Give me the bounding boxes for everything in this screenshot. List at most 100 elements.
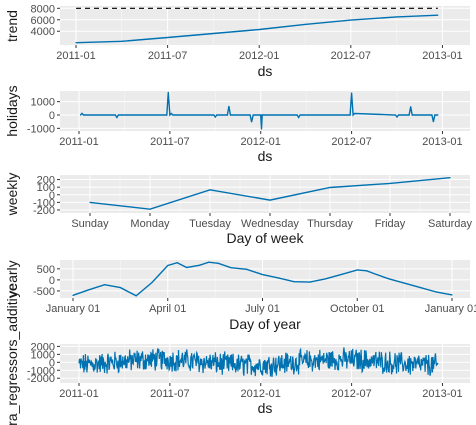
data-point xyxy=(88,289,90,291)
panel-weekly-grid xyxy=(60,175,470,213)
x-tick-label: 2012-07 xyxy=(331,136,371,148)
data-point xyxy=(394,114,397,116)
data-point xyxy=(167,91,169,93)
data-point xyxy=(388,278,390,280)
data-point xyxy=(103,284,106,286)
data-point xyxy=(117,114,119,116)
data-point xyxy=(408,114,410,116)
data-point xyxy=(340,273,343,275)
data-point xyxy=(451,294,453,296)
data-point xyxy=(449,177,451,179)
y-tick-label: 0 xyxy=(49,357,55,369)
data-point xyxy=(75,42,77,44)
data-point xyxy=(366,270,368,272)
y-tick-label: -100 xyxy=(33,197,55,209)
y-tick-label: -500 xyxy=(33,286,55,298)
data-point xyxy=(299,114,301,116)
data-point xyxy=(81,112,83,114)
data-point xyxy=(79,114,82,116)
data-point xyxy=(431,114,433,116)
data-point xyxy=(89,201,91,203)
data-point xyxy=(176,262,178,264)
data-point xyxy=(151,281,153,284)
y-tick-label: -200 xyxy=(33,205,55,217)
trend-y-axis-label: trend xyxy=(4,10,20,42)
x-tick-label: 2012-01 xyxy=(241,136,281,148)
panel-yearly-background xyxy=(60,260,470,298)
data-point xyxy=(170,112,172,115)
panel-weekly-background xyxy=(60,175,470,213)
data-point xyxy=(397,114,400,116)
x-tick-label: Wednesday xyxy=(241,218,299,230)
data-point xyxy=(354,112,356,115)
extra-regressors-y-axis-label: extra_regressors_additive xyxy=(4,283,20,425)
data-point xyxy=(249,114,251,116)
extra-regressors-x-axis-label: ds xyxy=(258,400,273,416)
y-tick-label: 0 xyxy=(49,110,55,122)
holidays-x-axis-label: ds xyxy=(258,148,273,164)
data-point xyxy=(228,105,230,107)
data-point xyxy=(435,291,437,293)
data-point xyxy=(396,116,398,118)
data-point xyxy=(297,116,300,118)
x-tick-label: Monday xyxy=(130,218,170,230)
data-point xyxy=(260,114,262,116)
data-point xyxy=(121,40,123,42)
data-point xyxy=(209,189,211,191)
data-point xyxy=(261,273,264,276)
x-tick-label: 2011-07 xyxy=(150,136,190,148)
data-point xyxy=(350,19,352,21)
x-tick-label: January 01 xyxy=(46,303,100,315)
data-point xyxy=(114,114,116,116)
y-tick-label: -1000 xyxy=(27,365,55,377)
x-tick-label: January 01 xyxy=(425,303,476,315)
x-tick-label: 2011-07 xyxy=(150,388,190,400)
data-point xyxy=(172,114,174,116)
panel-trend-x-ticks: 2011-01 2011-07 2012-01 2012-07 2013-01 xyxy=(56,45,463,62)
y-tick-label: 100 xyxy=(37,182,55,194)
data-point xyxy=(186,266,188,269)
x-tick-label: Thursday xyxy=(307,218,353,230)
data-point xyxy=(404,282,406,284)
panel-extra-regressors-x-ticks: 2011-01 2011-07 2012-01 2012-07 2013-01 xyxy=(59,383,463,400)
weekly-x-axis-label: Day of week xyxy=(226,230,304,246)
data-point xyxy=(277,277,279,279)
data-point xyxy=(261,114,263,116)
data-point xyxy=(293,281,295,283)
x-tick-label: 2013-01 xyxy=(422,388,462,400)
data-point xyxy=(258,28,260,31)
panel-holidays-x-ticks: 2011-01 2011-07 2012-01 2012-07 2013-01 xyxy=(59,131,463,148)
data-point xyxy=(432,121,434,123)
data-point xyxy=(309,281,311,283)
data-point xyxy=(356,269,358,271)
data-point xyxy=(246,268,248,270)
data-point xyxy=(269,199,271,201)
data-point xyxy=(350,92,353,94)
x-tick-label: 2012-07 xyxy=(331,50,371,62)
data-point xyxy=(226,114,229,116)
data-point xyxy=(325,278,327,280)
y-tick-label: -1000 xyxy=(27,123,55,135)
data-point xyxy=(396,16,398,18)
data-point xyxy=(230,267,232,269)
x-tick-label: 2012-01 xyxy=(239,50,279,62)
data-point xyxy=(411,114,413,116)
weekly-y-axis-label: weekly xyxy=(4,173,20,217)
data-point xyxy=(375,273,377,275)
y-tick-label: 8000 xyxy=(31,3,55,15)
y-tick-label: 1000 xyxy=(31,349,55,361)
data-point xyxy=(389,182,391,184)
data-point xyxy=(410,106,412,108)
y-tick-label: 500 xyxy=(37,264,55,276)
data-point xyxy=(329,186,331,189)
data-point xyxy=(169,114,171,116)
y-tick-label: 1000 xyxy=(31,97,55,109)
data-point xyxy=(166,114,168,116)
data-point xyxy=(252,114,254,116)
